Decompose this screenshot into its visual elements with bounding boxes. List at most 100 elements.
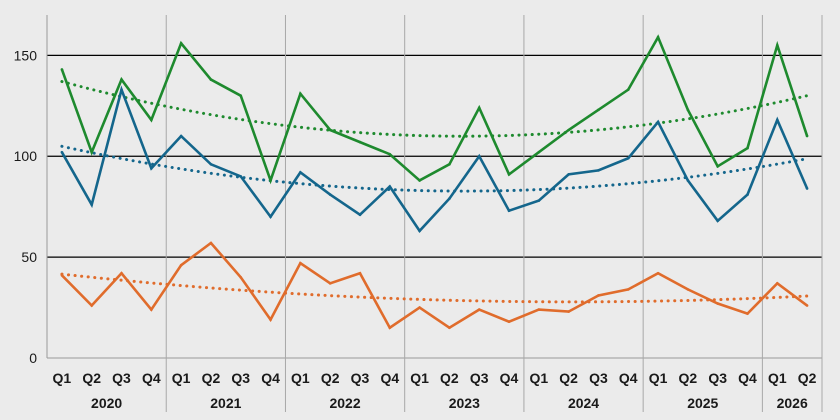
data-point [448,197,451,200]
data-point [60,150,64,154]
data-point [209,241,213,245]
data-point [805,134,809,138]
data-point [90,203,94,206]
data-point [90,150,94,154]
data-point [388,152,392,156]
x-tick-label: Q3 [470,370,489,386]
data-point [60,273,64,277]
series-lines [60,34,809,330]
data-point [299,171,302,174]
data-point [179,134,183,138]
x-tick-label: Q4 [500,370,519,386]
data-point [656,120,660,124]
data-point [150,167,153,170]
data-point [477,106,481,110]
data-point [775,282,779,285]
data-point [597,108,600,112]
data-point [686,179,690,182]
year-label: 2022 [329,395,360,411]
y-tick-label: 150 [14,47,38,63]
trendline-1 [60,144,809,193]
data-point [716,219,719,223]
x-tick-label: Q3 [589,370,608,386]
x-tick-label: Q1 [529,370,548,386]
data-point [179,263,183,267]
data-point [656,271,660,275]
data-point [90,304,94,307]
data-point [150,308,153,311]
data-point [537,308,541,311]
data-point [597,294,600,297]
data-point [567,173,570,176]
data-point [597,169,600,172]
data-point [716,165,719,168]
data-point [358,140,362,144]
x-tick-label: Q4 [261,370,280,386]
x-tick-label: Q2 [321,370,340,386]
data-point [269,215,272,219]
data-point [746,193,749,196]
data-point [626,288,630,291]
data-point [60,68,64,71]
data-point [626,88,630,91]
data-point [537,199,541,202]
data-point [477,154,481,158]
data-point [209,163,213,166]
data-point [418,179,421,182]
data-point [567,128,570,132]
data-point [239,94,243,98]
data-point [507,320,511,323]
trendline-0 [60,80,809,138]
data-point [746,146,749,150]
x-tick-label: Q1 [410,370,429,386]
data-point [716,302,719,305]
data-point [299,92,302,95]
year-label: 2026 [777,395,808,411]
trendlines [60,80,809,304]
x-tick-label: Q1 [291,370,310,386]
data-point [507,173,511,176]
data-point [448,163,451,166]
data-point [358,213,362,217]
data-point [328,282,332,285]
x-tick-label: Q3 [708,370,727,386]
data-point [150,118,153,122]
data-point [179,41,183,45]
data-point [746,312,749,315]
x-tick-label: Q2 [202,370,221,386]
data-point [358,271,362,275]
data-point [686,108,690,112]
data-point [388,185,392,188]
x-axis-ticks: Q1 Q2 Q3 Q4 Q1 Q2 Q3 Q4 Q1 Q2 Q3 Q4 Q1 Q2 Q3 Q4 Q1 Q2 Q3 Q4… [53,370,817,411]
x-tick-label: Q2 [798,370,817,386]
data-point [418,306,421,309]
year-label: 2020 [91,395,122,411]
series-line-1 [60,85,809,233]
x-tick-label: Q1 [649,370,668,386]
data-point [805,187,809,190]
data-point [448,326,451,330]
data-point [418,229,421,233]
x-tick-label: Q4 [142,370,161,386]
x-tick-label: Q4 [619,370,638,386]
data-point [507,209,511,213]
y-tick-label: 50 [21,249,37,265]
year-label: 2021 [210,395,241,411]
x-tick-label: Q1 [53,370,72,386]
y-axis-ticks: 0 50 100 150 [14,47,38,366]
year-label: 2025 [687,395,718,411]
series-line-0 [60,34,809,185]
x-tick-label: Q2 [679,370,698,386]
data-point [120,88,123,91]
data-point [656,35,660,39]
x-tick-label: Q1 [768,370,787,386]
x-tick-label: Q1 [172,370,191,386]
x-tick-label: Q2 [559,370,578,386]
x-tick-label: Q2 [82,370,101,386]
data-point [209,78,213,81]
data-point [239,275,243,279]
y-tick-label: 0 [29,350,37,366]
data-point [388,326,392,330]
data-point [120,78,123,81]
